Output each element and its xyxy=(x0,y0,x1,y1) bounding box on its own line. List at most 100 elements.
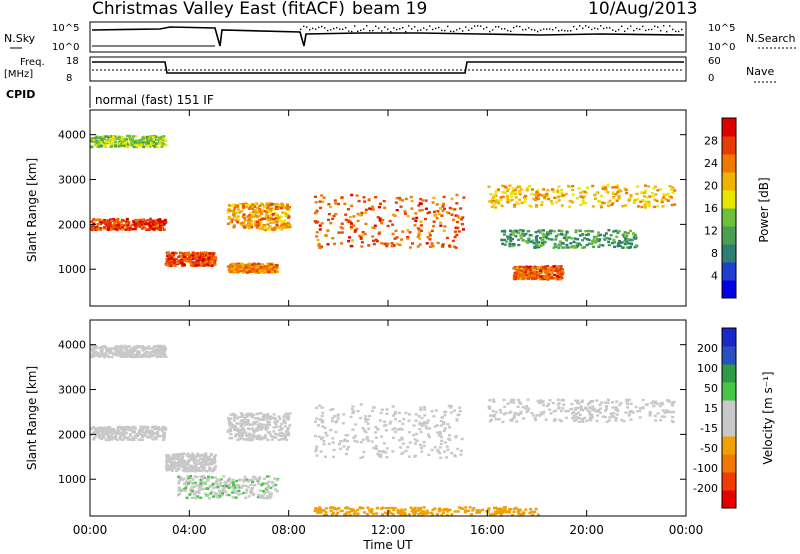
echo-cell xyxy=(151,142,155,145)
echo-cell xyxy=(555,268,559,271)
echo-cell xyxy=(546,230,550,234)
echo-cell xyxy=(439,419,443,423)
echo-cell xyxy=(509,400,513,404)
echo-cell xyxy=(516,510,520,514)
nsearch-dot xyxy=(444,29,446,32)
echo-cell xyxy=(559,195,563,198)
echo-cell xyxy=(390,506,394,510)
echo-cell xyxy=(615,413,619,416)
echo-cell xyxy=(408,441,412,444)
echo-cell xyxy=(579,203,583,207)
echo-cell xyxy=(125,143,129,146)
echo-cell xyxy=(418,243,422,246)
echo-cell xyxy=(141,345,144,348)
echo-cell xyxy=(410,207,414,210)
echo-cell xyxy=(599,233,603,237)
echo-cell xyxy=(340,222,344,225)
echo-cell xyxy=(365,512,369,516)
echo-cell xyxy=(102,346,106,349)
echo-cell xyxy=(152,350,156,353)
echo-cell xyxy=(556,233,560,236)
echo-cell xyxy=(267,475,271,478)
echo-cell xyxy=(161,427,165,430)
echo-cell xyxy=(327,212,331,216)
echo-cell xyxy=(430,243,434,246)
echo-cell xyxy=(454,246,458,249)
echo-cell xyxy=(390,242,394,245)
echo-cell xyxy=(200,464,204,467)
echo-cell xyxy=(318,506,322,509)
echo-cell xyxy=(662,192,666,196)
echo-cell xyxy=(648,411,652,414)
echo-cell xyxy=(92,351,96,354)
echo-cell xyxy=(391,436,395,439)
echo-cell xyxy=(539,244,543,247)
echo-cell xyxy=(456,413,460,417)
echo-cell xyxy=(639,200,643,203)
echo-cell xyxy=(521,277,525,280)
echo-cell xyxy=(119,355,123,358)
echo-cell xyxy=(244,265,248,269)
echo-cell xyxy=(655,402,659,406)
echo-cell xyxy=(318,404,322,408)
echo-cell xyxy=(145,135,149,139)
echo-cell xyxy=(493,414,497,417)
echo-cell xyxy=(380,450,384,454)
echo-cell xyxy=(186,452,190,455)
echo-cell xyxy=(254,266,258,269)
echo-cell xyxy=(318,228,322,231)
echo-cell xyxy=(154,135,158,138)
echo-cell xyxy=(148,355,152,359)
echo-cell xyxy=(225,493,229,497)
echo-cell xyxy=(448,508,452,512)
echo-cell xyxy=(219,491,222,494)
echo-cell xyxy=(525,187,529,190)
echo-cell xyxy=(584,229,588,233)
echo-cell xyxy=(436,210,440,213)
echo-cell xyxy=(412,511,416,515)
echo-cell xyxy=(248,226,251,229)
echo-cell xyxy=(253,484,257,487)
echo-cell xyxy=(110,225,114,228)
echo-cell xyxy=(278,417,282,420)
echo-cell xyxy=(349,415,353,419)
echo-cell xyxy=(265,425,269,428)
echo-cell xyxy=(492,400,496,403)
echo-cell xyxy=(538,193,542,196)
echo-cell xyxy=(214,465,218,468)
echo-cell xyxy=(520,513,524,516)
echo-cell xyxy=(459,453,463,456)
echo-cell xyxy=(125,349,129,352)
echo-cell xyxy=(437,212,441,216)
echo-cell xyxy=(492,203,496,206)
echo-cell xyxy=(121,352,125,356)
echo-cell xyxy=(254,477,258,481)
echo-cell xyxy=(94,431,98,435)
echo-cell xyxy=(536,197,540,200)
colorbar-segment xyxy=(722,190,736,209)
echo-cell xyxy=(117,135,121,138)
echo-cell xyxy=(184,461,188,464)
echo-cell xyxy=(192,454,196,458)
echo-cell xyxy=(241,419,245,422)
echo-cell xyxy=(535,238,539,241)
echo-cell xyxy=(156,435,159,438)
echo-cell xyxy=(671,404,675,407)
echo-cell xyxy=(151,219,155,222)
echo-cell xyxy=(203,251,207,254)
echo-cell xyxy=(158,428,162,431)
echo-cell xyxy=(553,418,557,421)
echo-cell xyxy=(669,188,673,191)
velocity-ylabel: Slant Range [km] xyxy=(25,366,39,470)
echo-cell xyxy=(509,192,513,195)
echo-cell xyxy=(277,432,281,435)
echo-cell xyxy=(141,434,144,437)
echo-cell xyxy=(531,239,535,242)
echo-cell xyxy=(356,508,360,512)
echo-cell xyxy=(535,234,539,238)
echo-cell xyxy=(195,454,199,458)
echo-cell xyxy=(431,508,435,511)
echo-cell xyxy=(345,512,349,516)
echo-cell xyxy=(235,479,239,483)
